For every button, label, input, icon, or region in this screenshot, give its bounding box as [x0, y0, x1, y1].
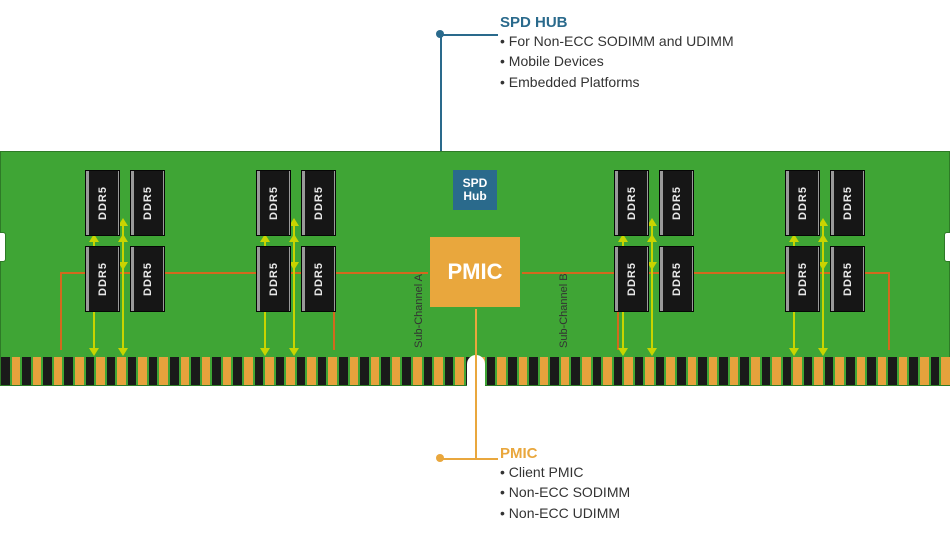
spd-callout-item: Embedded Platforms [500, 72, 734, 92]
ddr5-module-diagram: SPD HUB For Non-ECC SODIMM and UDIMM Mob… [0, 0, 950, 547]
ddr5-chip: DDR5 [830, 246, 865, 312]
ddr5-chip: DDR5 [256, 246, 291, 312]
ddr5-chip-label: DDR5 [313, 262, 325, 296]
spd-hub-label: SPDHub [463, 177, 488, 203]
pmic-callout-title: PMIC [500, 445, 630, 462]
spd-callout-line-v [440, 34, 442, 168]
ddr5-chip: DDR5 [659, 246, 694, 312]
pmic-block: PMIC [430, 237, 520, 307]
ddr5-chip-label: DDR5 [313, 186, 325, 220]
spd-callout: SPD HUB For Non-ECC SODIMM and UDIMM Mob… [500, 14, 734, 92]
pmic-callout-item: Client PMIC [500, 462, 630, 482]
trace-right-v2 [888, 272, 890, 350]
ddr5-chip: DDR5 [830, 170, 865, 236]
ddr5-chip: DDR5 [85, 170, 120, 236]
spd-callout-item: For Non-ECC SODIMM and UDIMM [500, 31, 734, 51]
ddr5-chip-label: DDR5 [142, 186, 154, 220]
ddr5-chip: DDR5 [785, 246, 820, 312]
data-arrow [651, 240, 653, 264]
ddr5-chip-label: DDR5 [626, 262, 638, 296]
trace-left-v1 [60, 272, 62, 350]
ddr5-chip-label: DDR5 [268, 262, 280, 296]
ddr5-chip-label: DDR5 [671, 262, 683, 296]
ddr5-chip: DDR5 [614, 246, 649, 312]
ddr5-chip: DDR5 [301, 246, 336, 312]
pcb-notch-left [0, 232, 6, 262]
pmic-callout-item: Non-ECC SODIMM [500, 482, 630, 502]
ddr5-chip: DDR5 [614, 170, 649, 236]
ddr5-chip: DDR5 [130, 170, 165, 236]
ddr5-chip-label: DDR5 [797, 186, 809, 220]
data-arrow [293, 240, 295, 264]
sub-channel-a-label: Sub-Channel A [413, 274, 425, 348]
pmic-callout-line-h [440, 458, 498, 460]
data-arrow [122, 240, 124, 264]
pmic-callout-dot [436, 454, 444, 462]
pmic-callout: PMIC Client PMIC Non-ECC SODIMM Non-ECC … [500, 445, 630, 523]
spd-callout-line-h [440, 34, 498, 36]
pmic-label: PMIC [448, 259, 503, 285]
ddr5-chip-label: DDR5 [97, 262, 109, 296]
pcb-notch-right [944, 232, 950, 262]
ddr5-chip-label: DDR5 [626, 186, 638, 220]
sub-channel-b-label: Sub-Channel B [558, 273, 570, 348]
ddr5-chip-label: DDR5 [97, 186, 109, 220]
spd-hub-block: SPDHub [453, 170, 497, 210]
ddr5-chip: DDR5 [659, 170, 694, 236]
pmic-callout-item: Non-ECC UDIMM [500, 503, 630, 523]
ddr5-chip-label: DDR5 [671, 186, 683, 220]
spd-callout-title: SPD HUB [500, 14, 734, 31]
ddr5-chip: DDR5 [130, 246, 165, 312]
ddr5-chip-label: DDR5 [842, 186, 854, 220]
data-arrow [822, 240, 824, 264]
ddr5-chip-label: DDR5 [797, 262, 809, 296]
ddr5-chip-label: DDR5 [142, 262, 154, 296]
ddr5-chip-label: DDR5 [268, 186, 280, 220]
ddr5-chip-label: DDR5 [842, 262, 854, 296]
ddr5-chip: DDR5 [85, 246, 120, 312]
pmic-callout-line-v [475, 309, 477, 458]
ddr5-chip: DDR5 [785, 170, 820, 236]
spd-callout-item: Mobile Devices [500, 51, 734, 71]
ddr5-chip: DDR5 [256, 170, 291, 236]
ddr5-chip: DDR5 [301, 170, 336, 236]
